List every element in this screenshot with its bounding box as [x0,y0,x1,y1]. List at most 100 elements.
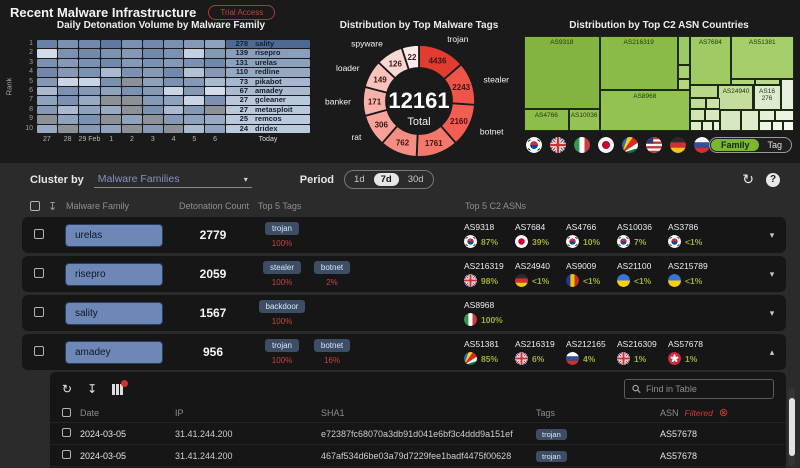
period-button-7d[interactable]: 7d [373,173,399,186]
heatmap-cell[interactable] [122,58,142,68]
heatmap-cell[interactable] [184,77,205,86]
asn-code[interactable]: AS51381 [464,339,499,349]
heatmap-cell[interactable] [101,115,122,124]
chevron-down-icon[interactable]: ▾ [769,229,775,240]
chevron-down-icon[interactable]: ▾ [769,268,775,279]
heatmap-cell[interactable] [163,115,184,124]
treemap-rect[interactable] [704,109,720,121]
treemap-rect[interactable] [690,109,705,121]
family-button-urelas[interactable]: urelas [65,223,163,247]
heatmap-cell[interactable] [205,86,225,96]
heatmap-cell[interactable] [122,105,142,115]
row-checkbox[interactable] [62,428,71,437]
family-button-sality[interactable]: sality [65,301,163,325]
row-checkbox[interactable] [34,307,44,317]
heatmap-cell[interactable] [163,77,184,86]
heatmap-cell[interactable] [37,58,57,68]
heatmap-cell[interactable] [163,124,184,133]
heatmap-cell[interactable] [205,105,225,115]
refresh-icon[interactable]: ↻ [742,171,754,187]
treemap-rect-AS16276[interactable]: AS16 276 [753,85,781,111]
find-in-table-input[interactable] [645,384,766,394]
asn-code[interactable]: AS4766 [566,222,597,232]
select-all-checkbox[interactable] [30,201,40,211]
tag-chip-trojan[interactable]: trojan [264,339,299,352]
heatmap-cell[interactable] [184,68,205,77]
heatmap-cell[interactable] [163,68,184,77]
treemap-rect-AS4766[interactable]: AS4766 [524,109,569,131]
heatmap-cell[interactable] [37,77,57,86]
download-icon[interactable]: ↧ [48,200,58,213]
heatmap-cell[interactable] [122,68,142,77]
heatmap-cell[interactable] [184,58,205,68]
heatmap-today-value[interactable]: 139 risepro [226,48,310,58]
asn-code[interactable]: AS21100 [617,261,652,271]
asn-code[interactable]: AS8968 [464,300,495,310]
heatmap-cell[interactable] [142,40,163,49]
tag-chip-botnet[interactable]: botnet [313,339,351,352]
heatmap-cell[interactable] [57,77,78,86]
heatmap-cell[interactable] [184,124,205,133]
heatmap-cell[interactable] [101,40,122,49]
help-icon[interactable]: ? [766,172,780,187]
heatmap-cell[interactable] [142,68,163,77]
treemap-rect[interactable] [690,85,719,98]
row-checkbox[interactable] [34,268,44,278]
family-toggle-button[interactable]: Family [710,139,760,151]
c2-ip[interactable]: 31.41.244.200 [175,450,233,461]
heatmap-cell[interactable] [78,86,101,96]
asn-code[interactable]: AS215789 [668,261,708,271]
heatmap-cell[interactable] [78,77,101,86]
treemap-rect[interactable] [754,78,781,86]
heatmap-cell[interactable] [37,96,57,105]
treemap-rect-AS24940[interactable]: AS24940 [718,85,754,111]
chevron-up-icon[interactable]: ▴ [769,346,775,357]
row-checkbox[interactable] [34,346,44,356]
asn-code[interactable]: AS3786 [668,222,699,232]
asn-code[interactable]: AS9318 [464,222,495,232]
heatmap-cell[interactable] [101,86,122,96]
tag-chip-trojan[interactable]: trojan [264,222,299,235]
heatmap-cell[interactable] [142,58,163,68]
tag-toggle-button[interactable]: Tag [767,140,782,150]
heatmap-cell[interactable] [184,105,205,115]
refresh-icon[interactable]: ↻ [62,382,73,396]
treemap-rect[interactable] [690,97,707,110]
asn-code[interactable]: AS212165 [566,339,606,349]
heatmap-cell[interactable] [57,49,78,58]
heatmap-cell[interactable] [122,49,142,58]
heatmap-today-value[interactable]: 131 urelas [226,58,310,68]
heatmap-today-value[interactable]: 67 amadey [226,86,310,96]
family-button-amadey[interactable]: amadey [65,340,163,364]
heatmap-cell[interactable] [78,124,101,133]
treemap-rect[interactable] [780,78,794,111]
heatmap-cell[interactable] [57,40,78,49]
heatmap-cell[interactable] [205,49,225,58]
period-button-1d[interactable]: 1d [354,174,365,185]
treemap-rect[interactable] [783,120,794,131]
column-filter-icon[interactable] [112,379,129,395]
tag-chip-botnet[interactable]: botnet [313,261,351,274]
heatmap-today-value[interactable]: 24 dridex [226,124,310,133]
treemap-rect-AS51381[interactable]: AS51381 [730,36,794,79]
cluster-by-dropdown[interactable]: Malware Families ▾ [93,171,252,188]
heatmap-cell[interactable] [184,40,205,49]
heatmap-today-value[interactable]: 110 redline [226,67,310,77]
heatmap-cell[interactable] [101,58,122,68]
heatmap-today-value[interactable]: 278 sality [226,39,310,49]
row-checkbox[interactable] [62,450,71,459]
treemap-rect[interactable] [702,120,713,131]
heatmap-cell[interactable] [122,124,142,133]
treemap-rect[interactable] [713,120,720,131]
heatmap-cell[interactable] [142,105,163,115]
asn-code[interactable]: AS216309 [617,339,657,349]
heatmap-cell[interactable] [78,105,101,115]
asn-code[interactable]: AS10036 [617,222,652,232]
treemap-rect-AS10036[interactable]: AS10036 [568,109,600,131]
heatmap-cell[interactable] [205,96,225,105]
heatmap-cell[interactable] [184,115,205,124]
heatmap-cell[interactable] [205,40,225,49]
donut-segment-unlabeled[interactable] [400,44,420,71]
heatmap-cell[interactable] [78,58,101,68]
tag-chip-stealer[interactable]: stealer [262,261,301,274]
